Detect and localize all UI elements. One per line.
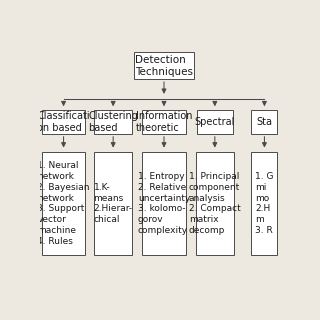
FancyBboxPatch shape: [142, 152, 186, 255]
FancyBboxPatch shape: [42, 110, 85, 134]
FancyBboxPatch shape: [196, 152, 234, 255]
Text: 1.K-
means
2.Hierar-
chical: 1.K- means 2.Hierar- chical: [93, 183, 133, 224]
FancyBboxPatch shape: [142, 110, 186, 134]
Text: Classificati
on based: Classificati on based: [37, 111, 90, 133]
Text: Spectral: Spectral: [195, 117, 235, 127]
FancyBboxPatch shape: [252, 152, 277, 255]
FancyBboxPatch shape: [197, 110, 233, 134]
FancyBboxPatch shape: [134, 52, 194, 79]
FancyBboxPatch shape: [94, 110, 132, 134]
Text: Information
theoretic: Information theoretic: [136, 111, 192, 133]
Text: Clustering
based: Clustering based: [88, 111, 138, 133]
Text: Detection
Techniques: Detection Techniques: [135, 54, 193, 76]
FancyBboxPatch shape: [42, 152, 85, 255]
FancyBboxPatch shape: [94, 152, 132, 255]
Text: 1. Principal
component
analysis
2. Compact
matrix
decomp: 1. Principal component analysis 2. Compa…: [189, 172, 241, 235]
Text: Sta: Sta: [256, 117, 272, 127]
FancyBboxPatch shape: [252, 110, 277, 134]
Text: 1. Neural
network
2. Bayesian
network
3. Support
vector
machine
4. Rules: 1. Neural network 2. Bayesian network 3.…: [37, 161, 90, 246]
Text: 1. G
mi
mo
2.H
m
3. R: 1. G mi mo 2.H m 3. R: [255, 172, 274, 235]
Text: 1. Entropy
2. Relative
uncertainty
3. kolomo-
gorov
complexity: 1. Entropy 2. Relative uncertainty 3. ko…: [138, 172, 190, 235]
